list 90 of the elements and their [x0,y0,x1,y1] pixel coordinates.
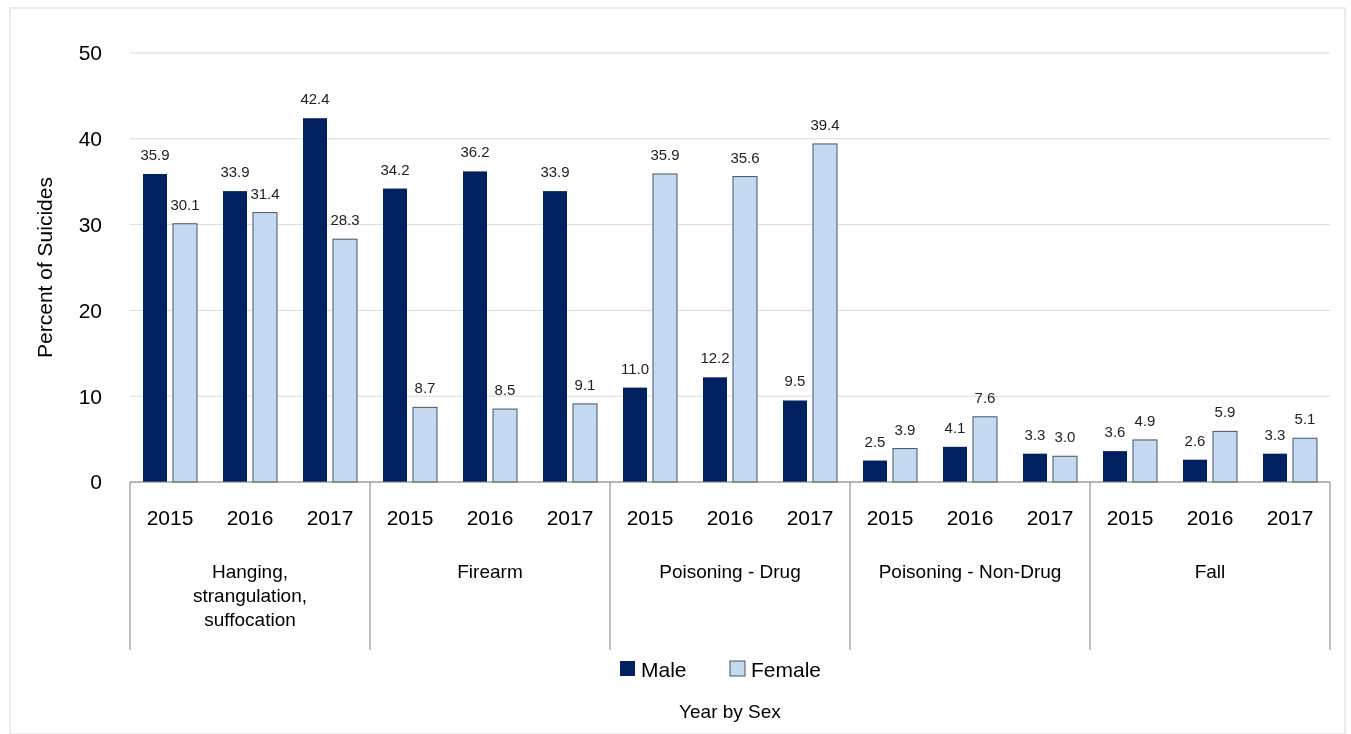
bar [223,191,247,482]
bar [303,118,327,482]
data-label: 39.4 [810,115,840,133]
data-label: 35.9 [650,145,680,163]
data-label: 33.9 [220,163,250,181]
text: Year by Sex [679,701,782,722]
bar [412,406,438,483]
data-label: 5.9 [1214,403,1236,421]
bar [572,403,598,483]
bar [383,188,407,482]
x-tick-label: 2016 [226,506,274,529]
text: Hanging, strangulation, suffocation [192,561,308,630]
text: Fall [1194,561,1226,582]
bar [143,173,167,482]
bar [1023,453,1047,482]
data-label: 33.9 [540,163,570,181]
bar [1212,430,1238,483]
text: Poisoning - Non-Drug [878,561,1062,582]
bar [783,400,807,482]
text: Firearm [457,561,523,582]
bar [543,191,567,482]
bar [623,387,647,482]
data-label: 3.3 [1264,425,1286,443]
x-tick-label: 2016 [706,506,754,529]
data-label: 8.5 [494,381,516,399]
x-tick-label: 2015 [1106,506,1154,529]
data-label: 11.0 [620,359,650,377]
data-label: 3.9 [894,420,916,438]
x-tick-label: 2017 [1026,506,1074,529]
bar [1263,453,1287,482]
bar [332,238,358,483]
data-label: 2.6 [1184,431,1206,449]
data-label: 31.4 [250,184,280,202]
data-label: 2.5 [864,432,886,450]
x-tick-label: 2017 [306,506,354,529]
x-tick-label: 2017 [546,506,594,529]
text: Poisoning - Drug [659,561,801,582]
data-label: 7.6 [974,388,996,406]
y-tick-label: 20 [78,298,102,322]
bar [972,416,998,483]
bar [1132,439,1158,483]
y-tick-label: 50 [78,41,102,65]
data-label: 42.4 [300,90,330,108]
x-tick-label: 2016 [1186,506,1234,529]
x-tick-label: 2016 [466,506,514,529]
y-tick-label: 10 [78,384,102,408]
bar [943,446,967,482]
data-label: 5.1 [1294,410,1316,428]
x-tick-label: 2017 [1266,506,1314,529]
data-label: 3.6 [1104,423,1126,441]
x-tick-label: 2016 [946,506,994,529]
data-label: 35.6 [730,148,760,166]
bar [812,143,838,483]
data-label: 28.3 [330,211,360,229]
y-tick-label: 40 [78,127,102,151]
bar [732,176,758,483]
data-label: 3.0 [1054,428,1076,446]
y-axis-title: Percent of Suicides [33,177,56,358]
data-label: 9.5 [784,372,806,390]
data-label: 35.9 [140,145,170,163]
bar [463,171,487,482]
bar [252,212,278,483]
data-label: 4.1 [944,418,966,436]
data-label: 4.9 [1134,411,1156,429]
data-label: 12.2 [700,349,730,367]
bar [863,460,887,482]
bar [1292,437,1318,483]
bar [892,448,918,483]
bar [1103,451,1127,482]
bar [1052,455,1078,483]
x-tick-label: 2015 [866,506,914,529]
data-label: 9.1 [574,375,596,393]
bar [1183,459,1207,482]
x-tick-label: 2017 [786,506,834,529]
x-tick-label: 2015 [386,506,434,529]
y-tick-label: 30 [78,212,102,236]
data-label: 36.2 [460,143,490,161]
legend-label: Female [751,658,822,682]
y-tick-label: 0 [90,470,102,494]
bar [492,408,518,483]
data-label: 8.7 [414,379,436,397]
x-tick-label: 2015 [146,506,194,529]
bar [703,377,727,482]
data-label: 3.3 [1024,425,1046,443]
bar [652,173,678,483]
legend-label: Male [641,658,687,682]
data-label: 34.2 [380,160,410,178]
data-label: 30.1 [170,195,200,213]
x-tick-label: 2015 [626,506,674,529]
bar [172,223,198,483]
